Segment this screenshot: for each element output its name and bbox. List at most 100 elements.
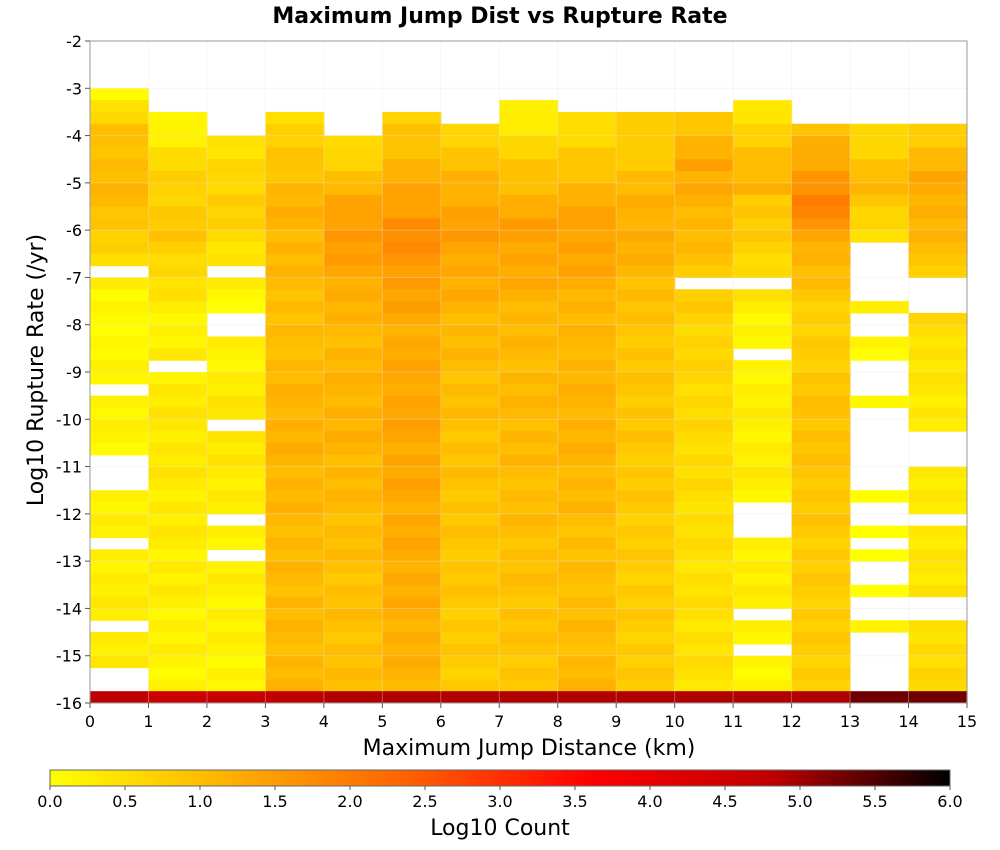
heatmap-cell xyxy=(440,431,500,444)
heatmap-cell xyxy=(499,679,559,692)
heatmap-cell xyxy=(148,442,208,456)
heatmap-cell xyxy=(265,549,325,562)
heatmap-cell xyxy=(148,312,208,326)
heatmap-cell xyxy=(440,643,500,657)
heatmap-cell xyxy=(791,584,851,598)
heatmap-cell xyxy=(674,336,734,349)
heatmap-cell xyxy=(850,525,910,539)
heatmap-cell xyxy=(148,643,208,657)
heatmap-cell xyxy=(323,572,383,586)
x-tick-label: 4 xyxy=(319,712,329,731)
heatmap-cell xyxy=(616,253,676,267)
heatmap-cell xyxy=(323,206,383,219)
heatmap-cell xyxy=(557,301,617,314)
heatmap-cell xyxy=(674,395,734,409)
heatmap-cell xyxy=(148,171,208,184)
heatmap-cell xyxy=(382,265,442,279)
heatmap-cell xyxy=(323,407,383,420)
heatmap-cell xyxy=(616,667,676,680)
x-tick-label: 13 xyxy=(840,712,860,731)
heatmap-cell xyxy=(733,691,793,703)
heatmap-cell xyxy=(265,572,325,586)
heatmap-cell xyxy=(616,111,676,125)
heatmap-cell xyxy=(90,513,150,527)
heatmap-cell xyxy=(382,135,442,148)
heatmap-cell xyxy=(206,632,266,645)
heatmap-cell xyxy=(323,679,383,692)
heatmap-cell xyxy=(674,348,734,361)
heatmap-cell xyxy=(90,691,150,703)
heatmap-cell xyxy=(733,655,793,669)
heatmap-cell xyxy=(616,419,676,432)
heatmap-cell xyxy=(206,218,266,231)
heatmap-cell xyxy=(206,383,266,397)
heatmap-cell xyxy=(499,123,559,137)
heatmap-cell xyxy=(499,537,559,550)
heatmap-cell xyxy=(323,289,383,302)
heatmap-cell xyxy=(499,691,559,703)
heatmap-cell xyxy=(206,572,266,586)
heatmap-cell xyxy=(499,360,559,373)
heatmap-cell xyxy=(440,655,500,669)
heatmap-cell xyxy=(206,466,266,479)
heatmap-cell xyxy=(206,596,266,610)
heatmap-cell xyxy=(148,596,208,610)
heatmap-cell xyxy=(90,372,150,385)
heatmap-cell xyxy=(616,159,676,172)
heatmap-cell xyxy=(674,289,734,302)
heatmap-cell xyxy=(382,454,442,468)
heatmap-cell xyxy=(557,620,617,633)
heatmap-cell xyxy=(440,147,500,160)
heatmap-cell xyxy=(557,679,617,692)
heatmap-cell xyxy=(733,431,793,444)
heatmap-cell xyxy=(674,513,734,527)
heatmap-cell xyxy=(90,194,150,208)
heatmap-cell xyxy=(90,289,150,302)
heatmap-cell xyxy=(148,336,208,349)
heatmap-cell xyxy=(206,679,266,692)
heatmap-cell xyxy=(382,667,442,680)
heatmap-cells xyxy=(90,88,968,703)
heatmap-cell xyxy=(908,230,968,243)
heatmap-cell xyxy=(616,502,676,515)
heatmap-cell xyxy=(908,182,968,196)
heatmap-cell xyxy=(90,301,150,314)
heatmap-cell xyxy=(206,561,266,574)
heatmap-cell xyxy=(323,265,383,279)
heatmap-cell xyxy=(499,171,559,184)
heatmap-cell xyxy=(382,206,442,219)
y-axis-label: Log10 Rupture Rate (/yr) xyxy=(24,234,49,506)
heatmap-cell xyxy=(557,395,617,409)
heatmap-cell xyxy=(382,182,442,196)
heatmap-cell xyxy=(674,549,734,562)
heatmap-cell xyxy=(674,655,734,669)
heatmap-cell xyxy=(148,407,208,420)
heatmap-cell xyxy=(440,289,500,302)
heatmap-cell xyxy=(265,584,325,598)
heatmap-cell xyxy=(733,454,793,468)
heatmap-cell xyxy=(265,655,325,669)
heatmap-cell xyxy=(557,442,617,456)
heatmap-cell xyxy=(206,643,266,657)
heatmap-cell xyxy=(382,360,442,373)
heatmap-cell xyxy=(265,111,325,125)
heatmap-cell xyxy=(908,572,968,586)
heatmap-cell xyxy=(791,431,851,444)
heatmap-cell xyxy=(616,147,676,160)
heatmap-cell xyxy=(908,194,968,208)
heatmap-cell xyxy=(382,549,442,562)
heatmap-cell xyxy=(616,584,676,598)
heatmap-cell xyxy=(440,502,500,515)
heatmap-cell xyxy=(733,395,793,409)
heatmap-cell xyxy=(733,572,793,586)
heatmap-cell xyxy=(382,620,442,633)
heatmap-cell xyxy=(791,265,851,279)
heatmap-cell xyxy=(616,561,676,574)
heatmap-cell xyxy=(557,525,617,539)
heatmap-cell xyxy=(148,348,208,361)
heatmap-cell xyxy=(148,241,208,255)
heatmap-cell xyxy=(616,360,676,373)
heatmap-cell xyxy=(440,253,500,267)
heatmap-cell xyxy=(499,442,559,456)
heatmap-cell xyxy=(499,549,559,562)
